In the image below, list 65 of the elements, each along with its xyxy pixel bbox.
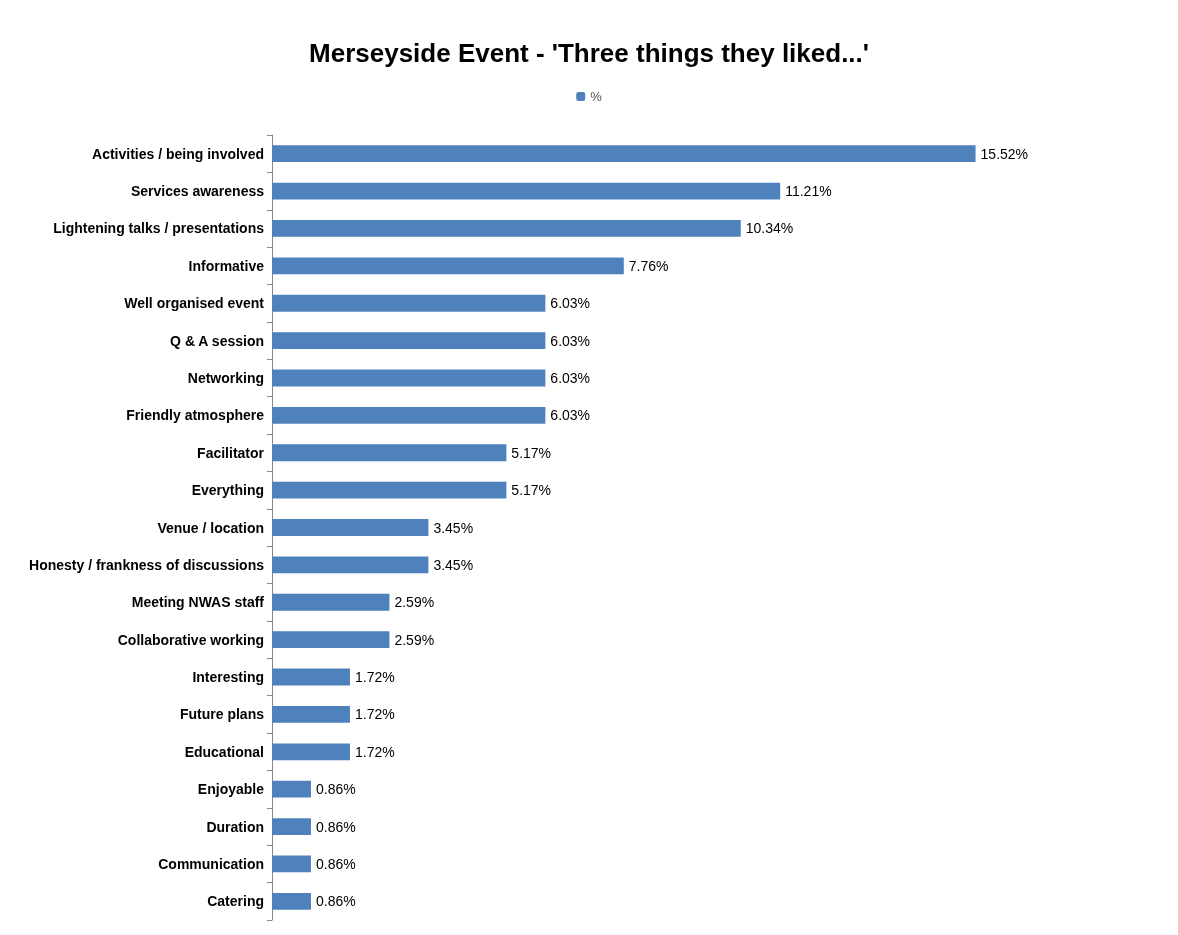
y-tick-label: Facilitator: [197, 444, 265, 461]
data-label: 1.72%: [354, 743, 395, 760]
data-label: 5.17%: [511, 482, 552, 499]
bar: [272, 182, 781, 200]
data-label: 5.17%: [511, 444, 552, 461]
bar: [272, 444, 507, 462]
bar: [272, 593, 390, 611]
y-tick-label: Everything: [191, 482, 264, 499]
y-tick-label: Q & A session: [170, 332, 264, 349]
bar: [272, 892, 311, 910]
bar: [272, 257, 624, 275]
y-tick-label: Educational: [184, 743, 264, 760]
data-label: 6.03%: [550, 407, 591, 424]
bar: [272, 668, 350, 686]
bar: [272, 220, 741, 237]
bar: [272, 406, 546, 424]
data-label: 0.86%: [315, 781, 356, 798]
data-label: 2.59%: [394, 594, 435, 611]
bar: [272, 519, 429, 536]
data-label: 6.03%: [550, 369, 591, 386]
y-tick-label: Collaborative working: [117, 631, 264, 648]
y-tick-label: Future plans: [179, 706, 265, 723]
data-label: 1.72%: [354, 669, 395, 686]
y-tick-label: Informative: [188, 257, 265, 274]
y-tick-label: Honesty / frankness of discussions: [29, 556, 265, 573]
data-label: 3.45%: [433, 556, 474, 573]
bar: [272, 332, 546, 350]
y-tick-label: Catering: [207, 893, 264, 910]
y-tick-label: Duration: [206, 818, 264, 835]
bar: [272, 743, 350, 761]
bar: [272, 294, 546, 312]
data-label: 2.59%: [394, 631, 435, 648]
bar: [272, 369, 546, 387]
legend-label: %: [590, 89, 603, 104]
data-label: 11.21%: [785, 183, 832, 200]
y-tick-label: Venue / location: [157, 519, 264, 536]
y-tick-label: Well organised event: [124, 295, 265, 312]
data-label: 6.03%: [550, 332, 591, 349]
y-tick-label: Enjoyable: [197, 781, 265, 798]
chart-title: Merseyside Event - 'Three things they liked...': [309, 38, 869, 68]
data-label: 10.34%: [745, 220, 794, 237]
bar: [272, 556, 429, 574]
bar: [272, 780, 311, 798]
data-label: 1.72%: [354, 706, 395, 723]
y-tick-label: Services awareness: [130, 183, 265, 200]
bar: [272, 705, 350, 723]
bar: [272, 481, 507, 499]
y-tick-label: Friendly atmosphere: [126, 407, 265, 424]
data-label: 6.03%: [550, 295, 591, 312]
y-tick-label: Lightening talks / presentations: [53, 220, 265, 237]
y-tick-label: Networking: [187, 369, 264, 386]
y-tick-label: Meeting NWAS staff: [131, 594, 265, 611]
data-label: 0.86%: [315, 818, 356, 835]
data-label: 15.52%: [980, 145, 1029, 162]
data-label: 7.76%: [628, 257, 669, 274]
bar: [272, 631, 390, 649]
y-tick-label: Interesting: [192, 669, 264, 686]
data-label: 0.86%: [315, 855, 356, 872]
data-label: 3.45%: [433, 519, 474, 536]
bar: [272, 145, 976, 163]
y-tick-label: Activities / being involved: [92, 145, 264, 162]
bar: [272, 855, 311, 873]
bar: [272, 818, 311, 835]
data-label: 0.86%: [315, 893, 356, 910]
y-tick-label: Communication: [158, 855, 264, 872]
